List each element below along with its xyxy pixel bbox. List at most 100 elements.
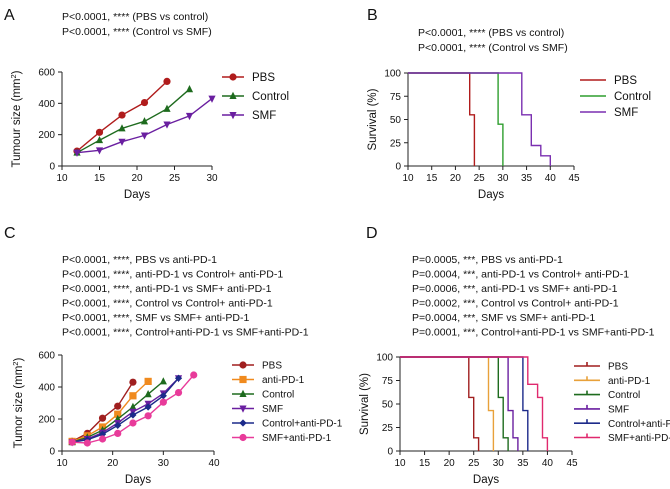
x-tick-label: 25: [468, 458, 480, 469]
legend-marker: [229, 73, 237, 81]
x-axis-label: Days: [473, 474, 499, 486]
legend-marker: [229, 91, 237, 99]
stat-line: P<0.0001, **** (Control vs SMF): [418, 42, 568, 54]
stat-line: P<0.0001, ****, anti-PD-1 vs Control+ an…: [62, 269, 283, 281]
panel-a: A P<0.0001, **** (PBS vs control) P<0.0001…: [4, 7, 289, 201]
data-point: [174, 389, 183, 397]
legend-item: Control: [580, 91, 651, 103]
data-point: [174, 374, 183, 382]
x-tick-label: 15: [426, 173, 438, 184]
data-point: [208, 95, 216, 103]
legend-item: anti-PD-1: [232, 375, 305, 386]
series-smf-anti-pd-1: [68, 371, 198, 447]
legend-item: PBS: [574, 362, 628, 373]
data-point: [144, 403, 152, 411]
series-control: [408, 72, 504, 166]
y-tick-label: 0: [387, 447, 393, 458]
legend-label: Control+anti-PD-1: [262, 419, 343, 430]
legend-item: SMF+anti-PD-1: [232, 433, 332, 444]
x-tick-label: 15: [419, 458, 431, 469]
series-smf: [408, 72, 551, 166]
y-tick-label: 200: [38, 415, 55, 426]
stat-line: P<0.0001, ****, PBS vs anti-PD-1: [62, 254, 217, 266]
y-axis-label: Tumour size (mm2): [9, 70, 23, 167]
x-tick-label: 30: [206, 173, 218, 184]
x-axis-label: Days: [124, 189, 150, 201]
x-tick-label: 20: [107, 458, 119, 469]
data-point: [185, 112, 194, 121]
y-axis-label: Survival (%): [367, 88, 379, 150]
y-axis-label-text: Tumour size (mm: [11, 78, 23, 167]
legend-label: SMF: [252, 110, 276, 122]
x-tick-label: 35: [521, 173, 533, 184]
y-tick-label: 100: [384, 69, 401, 80]
y-axis-label-sup: 2: [11, 362, 20, 366]
x-axis-label: Days: [125, 474, 151, 486]
legend-label: Control: [262, 390, 294, 401]
legend-item: Control: [232, 390, 294, 401]
y-tick-label: 50: [382, 400, 394, 411]
data-point: [129, 419, 137, 427]
legend-label: anti-PD-1: [608, 376, 651, 387]
x-tick-label: 25: [169, 173, 181, 184]
data-point: [159, 392, 167, 400]
data-point: [144, 412, 152, 420]
x-tick-label: 45: [566, 458, 578, 469]
y-tick-label: 50: [390, 115, 402, 126]
data-point: [140, 117, 149, 125]
series-line: [408, 72, 476, 166]
stat-line: P<0.0001, **** (PBS vs control): [418, 27, 564, 39]
legend-label: PBS: [262, 361, 282, 372]
data-point: [73, 149, 81, 157]
y-axis-label-close: ): [13, 358, 25, 362]
y-tick-label: 0: [395, 162, 401, 173]
data-point: [118, 111, 126, 119]
data-point: [95, 135, 104, 144]
data-point: [114, 410, 122, 418]
y-axis-label-text: Tumor size (mm: [13, 366, 25, 449]
data-point: [98, 435, 107, 443]
data-point: [114, 421, 122, 429]
stat-line: P=0.0005, ***, PBS vs anti-PD-1: [412, 254, 563, 266]
data-point: [159, 398, 167, 406]
legend-item: PBS: [580, 75, 637, 87]
data-point: [140, 98, 149, 107]
data-point: [118, 124, 126, 132]
y-tick-label: 600: [38, 68, 55, 79]
series-smf: [73, 95, 216, 157]
legend-label: SMF+anti-PD-1: [262, 433, 332, 444]
stat-line: P=0.0002, ***, Control vs Control+ anti-…: [412, 298, 619, 310]
x-tick-label: 40: [542, 458, 554, 469]
panel-label: C: [4, 225, 16, 242]
x-tick-label: 10: [56, 173, 68, 184]
legend-label: Control: [608, 390, 640, 401]
stat-line: P<0.0001, **** (PBS vs control): [62, 11, 208, 23]
series-line: [400, 356, 495, 451]
x-tick-label: 30: [497, 173, 509, 184]
x-tick-label: 20: [450, 173, 462, 184]
stat-line: P=0.0006, ***, anti-PD-1 vs SMF+ anti-PD…: [412, 283, 618, 295]
data-point: [68, 438, 76, 446]
x-tick-label: 20: [131, 173, 143, 184]
legend-marker: [239, 433, 247, 442]
y-tick-label: 75: [390, 92, 402, 103]
data-point: [129, 392, 137, 400]
legend-label: SMF: [262, 404, 283, 415]
data-point: [163, 104, 171, 112]
stat-line: P=0.0001, ***, Control+anti-PD-1 vs SMF+…: [412, 327, 655, 339]
legend-marker: [229, 112, 237, 120]
y-tick-label: 0: [49, 162, 55, 173]
legend-item: PBS: [222, 72, 275, 84]
data-point: [129, 402, 137, 410]
data-point: [140, 132, 149, 140]
y-axis-label: Survival (%): [359, 373, 371, 435]
series-line: [400, 356, 549, 451]
legend-label: Control: [614, 91, 651, 103]
series-line: [76, 88, 190, 154]
legend-label: SMF: [608, 405, 629, 416]
legend-item: PBS: [232, 361, 282, 372]
series-line: [400, 356, 509, 451]
legend-item: SMF: [222, 110, 276, 122]
x-tick-label: 45: [568, 173, 580, 184]
legend-item: anti-PD-1: [574, 376, 651, 387]
